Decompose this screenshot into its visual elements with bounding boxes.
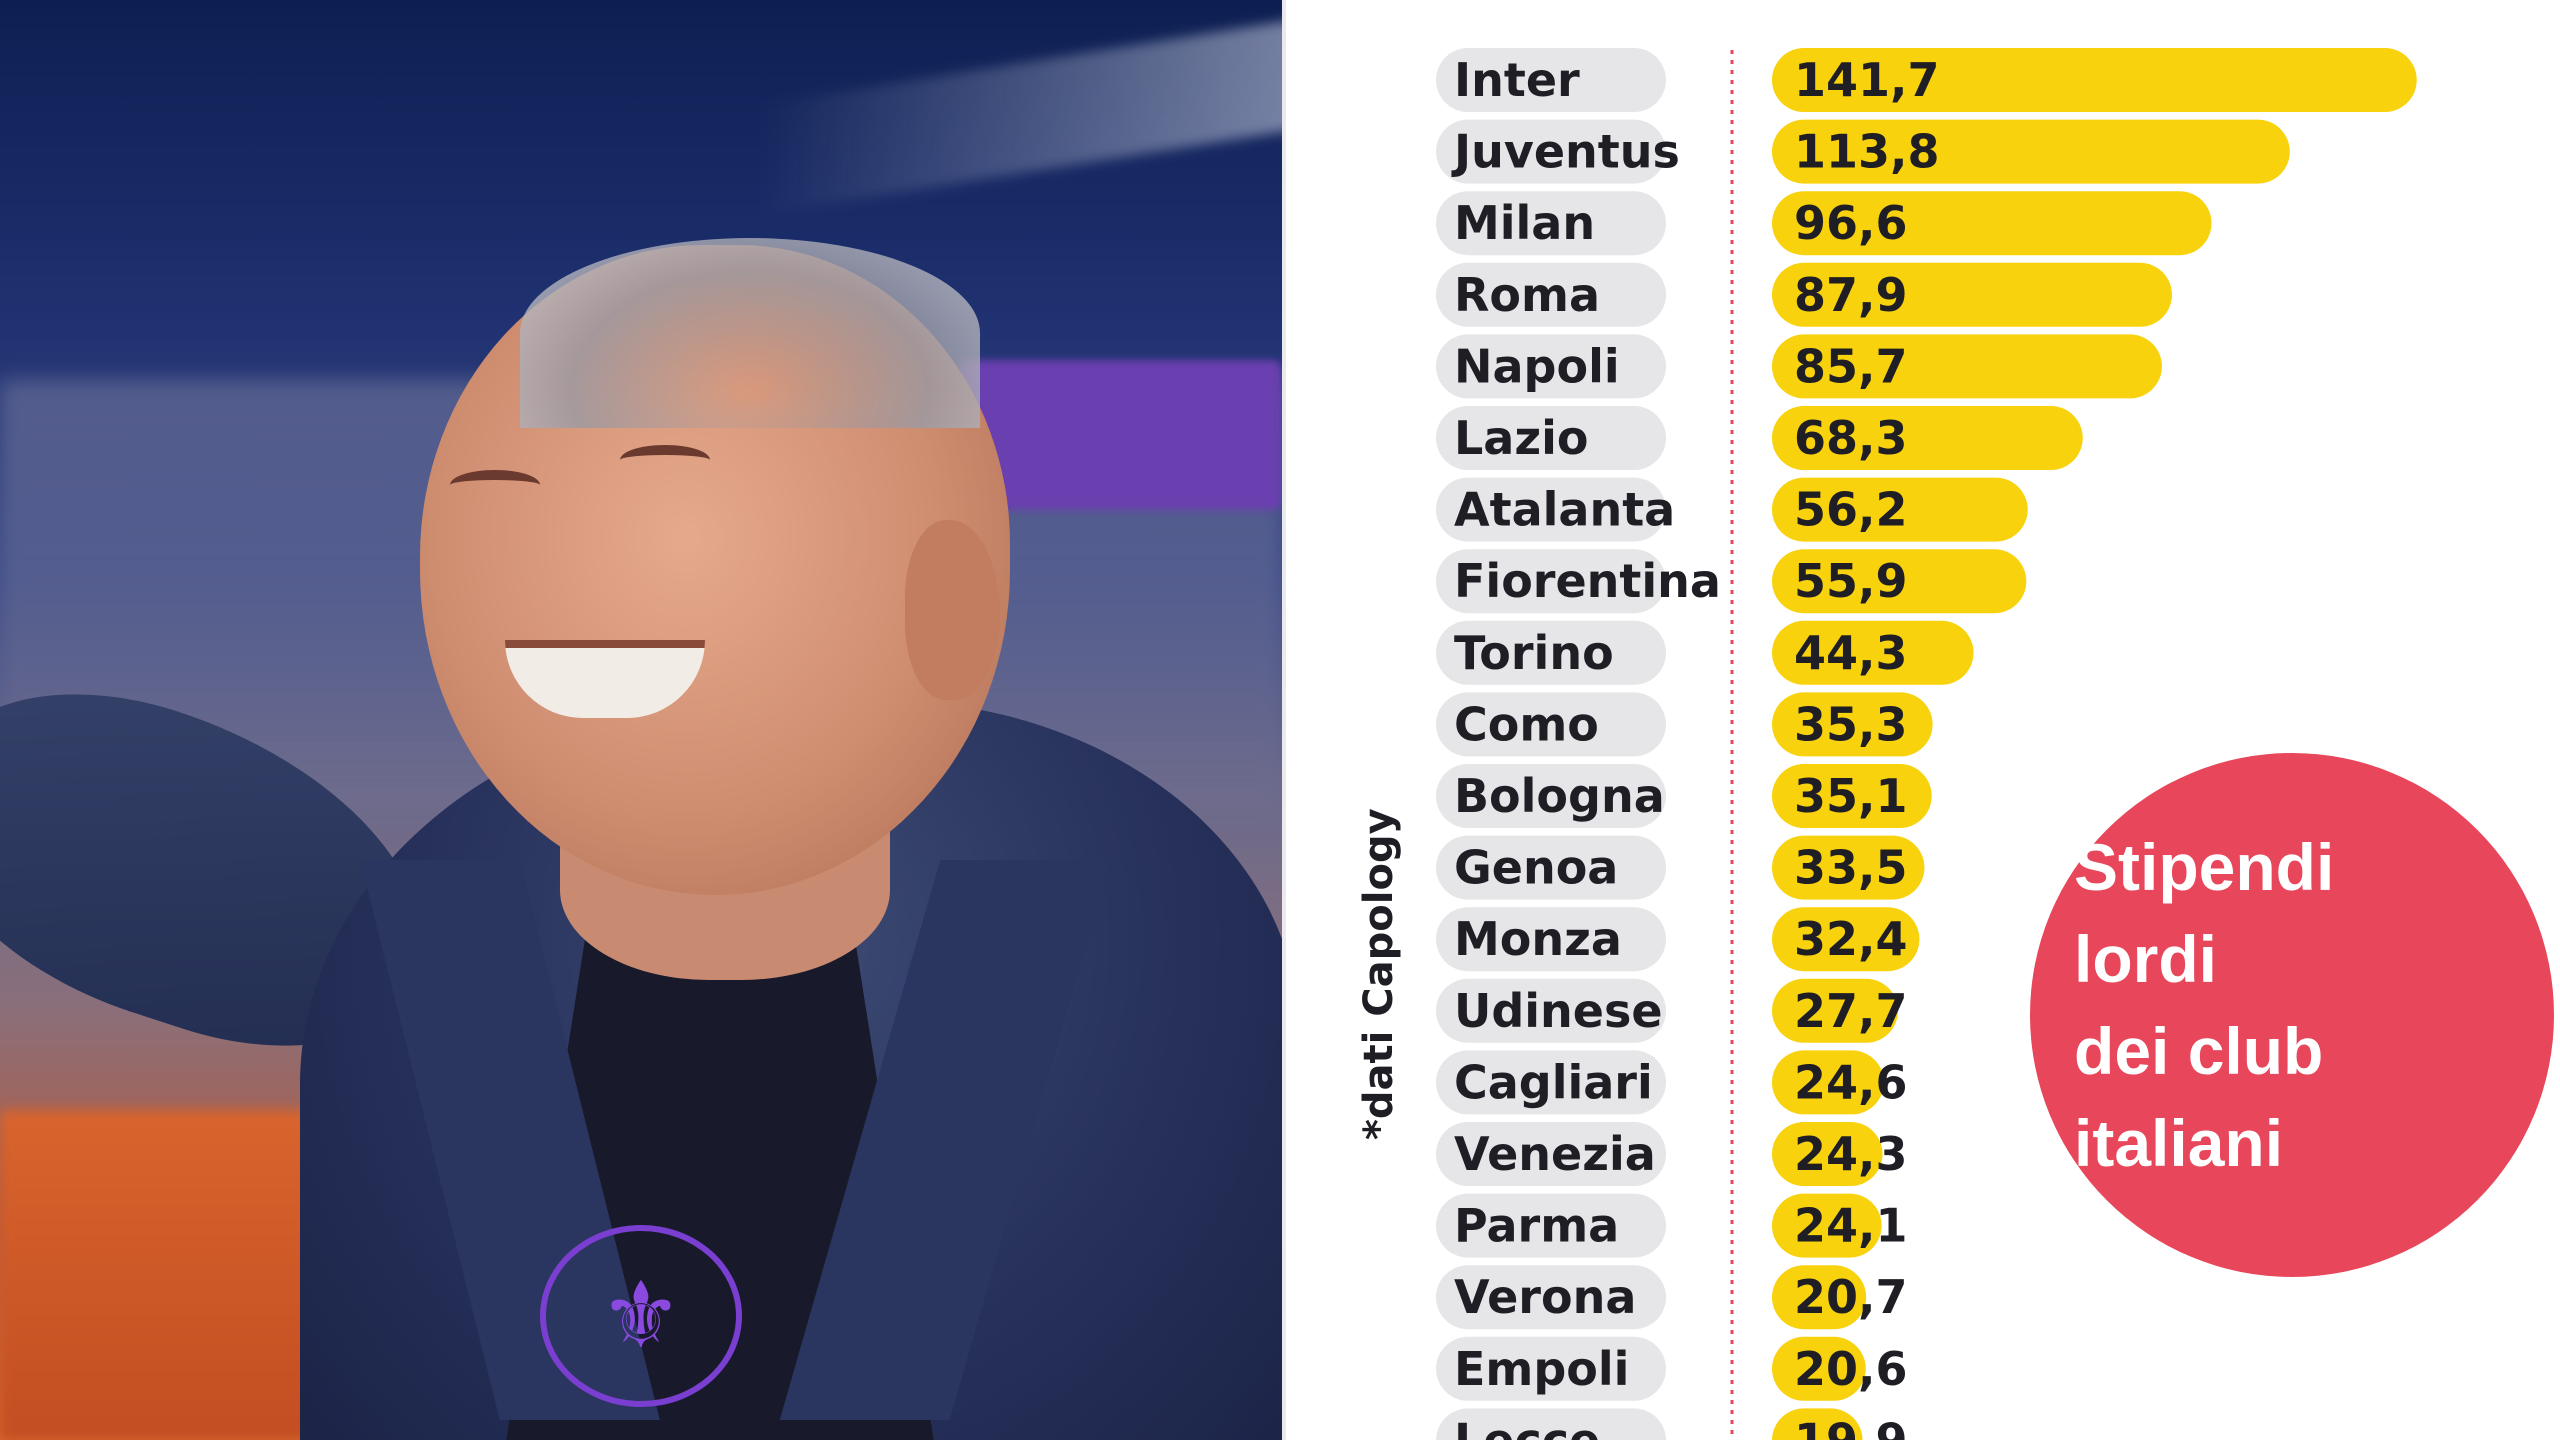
team-label: Lazio: [1454, 411, 1589, 465]
team-label-pill: [1436, 549, 1666, 614]
salary-bar: [1772, 907, 1920, 972]
team-label: Como: [1454, 697, 1599, 751]
fiorentina-lily-logo: ⚜: [540, 1225, 742, 1407]
salary-bar: [1772, 406, 2083, 470]
value-label: 24,6: [1794, 1055, 1908, 1109]
ear: [905, 520, 1000, 700]
value-label: 56,2: [1794, 483, 1908, 537]
salary-bar: [1772, 262, 2172, 327]
callout-title-line: lordi: [2074, 922, 2217, 996]
team-label-pill: [1436, 262, 1666, 327]
salary-bar: [1772, 191, 2212, 256]
value-label: 32,4: [1794, 912, 1908, 966]
salary-bar: [1772, 1050, 1884, 1115]
salary-bar: [1772, 978, 1899, 1043]
team-label: Milan: [1454, 196, 1595, 250]
callout-title-line: dei club: [2074, 1014, 2323, 1088]
team-label-pill: [1436, 477, 1666, 542]
team-label-pill: [1436, 48, 1666, 112]
salary-bar: [1772, 835, 1925, 900]
salary-bar: [1772, 1336, 1866, 1401]
value-label: 96,6: [1794, 196, 1908, 250]
team-label: Atalanta: [1454, 483, 1675, 537]
team-label-pill: [1436, 978, 1666, 1043]
value-label: 35,1: [1794, 769, 1908, 823]
team-label-pill: [1436, 1193, 1666, 1258]
grey-hair: [520, 238, 980, 428]
team-label: Lecce: [1454, 1413, 1600, 1440]
value-label: 44,3: [1794, 626, 1908, 680]
value-label: 35,3: [1794, 697, 1908, 751]
value-label: 85,7: [1794, 339, 1908, 393]
team-label-pill: [1436, 1265, 1666, 1330]
photo-panel: ⚜: [0, 0, 1282, 1440]
team-label-pill: [1436, 406, 1666, 470]
team-label-pill: [1436, 1336, 1666, 1401]
salary-bar: [1772, 1122, 1883, 1186]
team-label: Genoa: [1454, 841, 1618, 895]
team-label-pill: [1436, 191, 1666, 256]
salary-bar: [1772, 692, 1933, 757]
value-label: 27,7: [1794, 984, 1908, 1038]
team-label-pill: [1436, 692, 1666, 757]
team-label: Monza: [1454, 912, 1622, 966]
value-label: 19,9: [1794, 1413, 1908, 1440]
eye-right: [620, 445, 710, 475]
bar-chart: Inter 141,7 Juventus 113,8 Milan 96,6 Roma 87,9…: [1356, 48, 2554, 1440]
team-label: Fiorentina: [1454, 554, 1721, 608]
salary-chart-panel: Inter 141,7 Juventus 113,8 Milan 96,6 Roma 87,9…: [1286, 0, 2560, 1440]
salary-bar: [1772, 1408, 1863, 1440]
salary-bar: [1772, 48, 2417, 112]
team-label: Juventus: [1451, 125, 1680, 179]
value-label: 68,3: [1794, 411, 1908, 465]
salary-bar: [1772, 334, 2162, 399]
salary-bar: [1772, 1193, 1882, 1258]
callout-title-line: italiani: [2074, 1106, 2283, 1180]
salary-bar: [1772, 119, 2290, 184]
callout-circle: [2030, 753, 2554, 1277]
eye-left: [450, 470, 540, 500]
salary-bar: [1772, 1265, 1867, 1330]
source-credit: *dati Capology: [1356, 808, 1402, 1140]
value-label: 33,5: [1794, 841, 1908, 895]
team-label: Verona: [1454, 1270, 1636, 1324]
team-label-pill: [1436, 334, 1666, 399]
callout-title-line: Stipendi: [2074, 830, 2334, 904]
team-label-pill: [1436, 1122, 1666, 1186]
team-label: Parma: [1454, 1199, 1619, 1253]
value-label: 113,8: [1794, 125, 1940, 179]
team-label: Udinese: [1454, 984, 1663, 1038]
team-label: Empoli: [1454, 1342, 1629, 1396]
team-label: Bologna: [1454, 769, 1665, 823]
value-label: 20,7: [1794, 1270, 1908, 1324]
team-label-pill: [1436, 1050, 1666, 1115]
stadium-banner: [960, 360, 1282, 510]
value-label: 24,3: [1794, 1127, 1908, 1181]
value-label: 141,7: [1794, 53, 1940, 107]
team-label-pill: [1436, 620, 1666, 685]
value-label: 87,9: [1794, 268, 1908, 322]
team-label: Cagliari: [1454, 1055, 1653, 1109]
team-label: Roma: [1454, 268, 1600, 322]
team-label-pill: [1436, 1408, 1666, 1440]
salary-bar: [1772, 764, 1932, 828]
stadium-roof: [760, 15, 1282, 215]
team-label-pill: [1436, 119, 1666, 184]
team-label: Torino: [1454, 626, 1614, 680]
team-label-pill: [1436, 907, 1666, 972]
salary-bar: [1772, 549, 2027, 614]
team-label-pill: [1436, 764, 1666, 828]
team-label: Venezia: [1454, 1127, 1656, 1181]
value-label: 20,6: [1794, 1342, 1908, 1396]
value-label: 55,9: [1794, 554, 1908, 608]
salary-bar: [1772, 620, 1974, 685]
value-label: 24,1: [1794, 1199, 1908, 1253]
salary-bar: [1772, 477, 2028, 542]
team-label: Inter: [1454, 53, 1580, 107]
panel-divider: [1282, 0, 1286, 1440]
team-label: Napoli: [1454, 339, 1620, 393]
team-label-pill: [1436, 835, 1666, 900]
